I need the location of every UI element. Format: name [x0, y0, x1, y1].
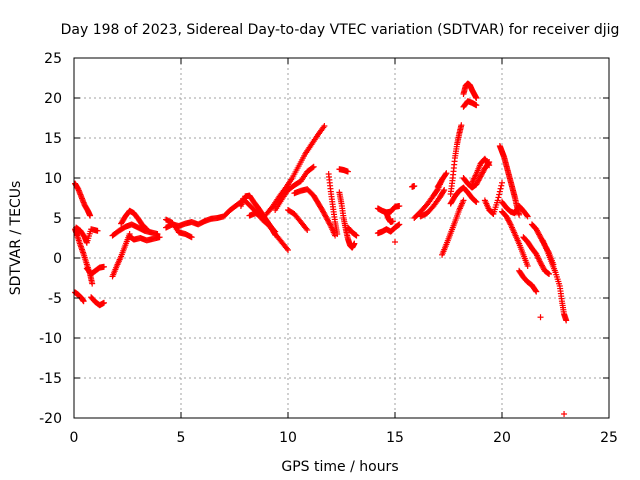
x-tick-label: 25 — [600, 430, 618, 446]
x-tick-label: 20 — [493, 430, 511, 446]
y-tick-label: 25 — [44, 51, 62, 67]
y-tick-label: 20 — [44, 91, 62, 107]
data-point — [80, 298, 87, 305]
data-point — [460, 197, 467, 204]
data-point — [353, 232, 360, 239]
data-point — [442, 171, 449, 178]
data-point — [411, 183, 418, 189]
data-point — [188, 234, 195, 241]
data-point — [351, 240, 358, 247]
data-point — [523, 212, 530, 219]
data-point — [524, 213, 531, 220]
data-point — [497, 185, 504, 192]
data-point — [396, 203, 403, 209]
data-point — [89, 280, 96, 287]
data-point — [537, 314, 544, 321]
data-point — [272, 228, 279, 235]
data-point — [563, 317, 570, 324]
data-point — [494, 197, 501, 204]
data-point — [499, 179, 505, 186]
x-tick-label: 5 — [177, 430, 186, 446]
x-axis-label: GPS time / hours — [281, 459, 398, 475]
data-point — [473, 199, 480, 205]
y-tick-label: -20 — [39, 411, 62, 427]
data-point — [473, 95, 480, 101]
x-tick-label: 10 — [279, 430, 297, 446]
data-point — [389, 218, 396, 225]
y-tick-label: -15 — [39, 371, 62, 387]
data-point — [440, 188, 447, 195]
data-point — [94, 227, 101, 234]
y-tick-label: 0 — [53, 251, 62, 267]
data-point — [100, 263, 107, 270]
data-point — [485, 161, 492, 168]
data-point — [546, 271, 553, 277]
chart-title: Day 198 of 2023, Sidereal Day-to-day VTE… — [61, 22, 620, 38]
data-point — [309, 164, 316, 171]
data-point — [303, 225, 310, 232]
y-tick-label: -5 — [48, 291, 62, 307]
data-point — [143, 225, 150, 232]
grid-lines — [74, 58, 609, 418]
data-point — [496, 191, 503, 198]
data-point — [533, 288, 540, 295]
plot-frame — [73, 57, 610, 419]
data-point — [321, 123, 328, 129]
data-point — [495, 194, 502, 201]
data-point — [396, 221, 403, 228]
data-point — [496, 188, 503, 195]
data-point — [516, 211, 523, 218]
data-point — [392, 239, 398, 245]
y-tick-label: 5 — [53, 211, 62, 227]
data-point — [561, 411, 568, 417]
data-point — [458, 122, 465, 129]
data-point — [100, 299, 107, 306]
data-points — [72, 80, 570, 417]
data-point — [310, 163, 317, 170]
data-point — [524, 263, 531, 269]
data-point — [532, 287, 539, 294]
data-point — [498, 182, 505, 189]
data-point — [283, 245, 290, 252]
data-point — [334, 231, 341, 237]
y-tick-label: -10 — [39, 331, 62, 347]
x-tick-label: 15 — [386, 430, 404, 446]
y-axis-label: SDTVAR / TECUs — [8, 181, 24, 296]
y-tick-label: 15 — [44, 131, 62, 147]
data-point — [143, 226, 150, 233]
data-point — [304, 227, 311, 233]
x-tick-label: 0 — [70, 430, 79, 446]
y-tick-label: 10 — [44, 171, 62, 187]
data-point — [473, 102, 480, 109]
data-point — [486, 162, 493, 169]
data-point — [87, 212, 94, 219]
axes: 0 5 10 15 20 25 -20 -15 -10 -5 0 5 10 15 20 25 — [39, 51, 618, 446]
data-point — [472, 198, 479, 205]
data-point — [344, 168, 351, 175]
data-point — [441, 187, 448, 193]
data-point — [271, 227, 278, 234]
data-point — [443, 170, 450, 177]
data-point — [156, 234, 163, 241]
data-point — [285, 247, 291, 253]
